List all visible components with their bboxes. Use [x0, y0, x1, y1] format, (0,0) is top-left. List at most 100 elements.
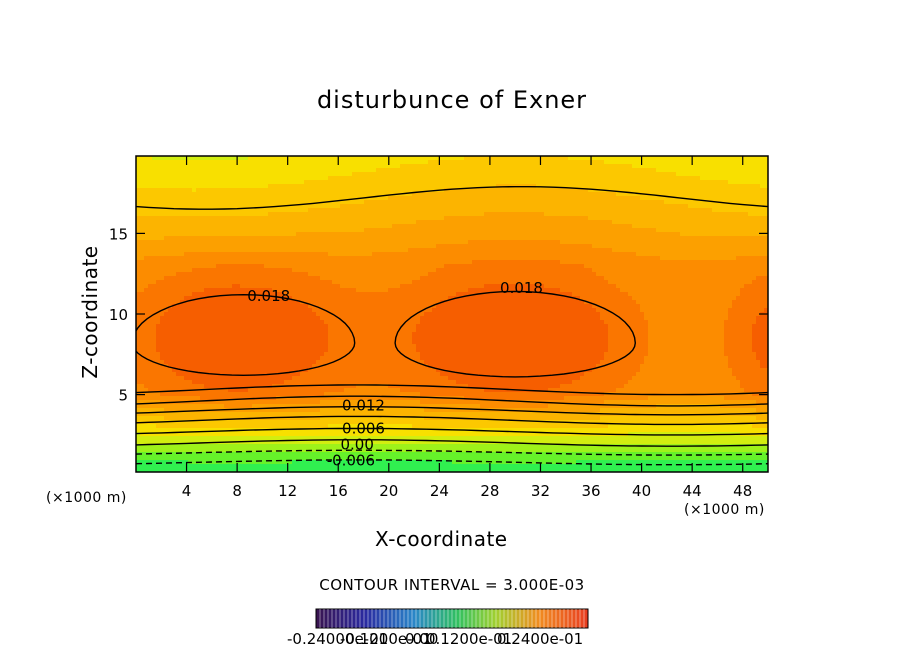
contour-fill-cell	[568, 232, 573, 237]
contour-fill-cell	[608, 156, 613, 161]
contour-fill-cell	[636, 248, 641, 253]
contour-fill-cell	[584, 168, 589, 173]
contour-fill-cell	[672, 232, 677, 237]
contour-fill-cell	[512, 248, 517, 253]
contour-fill-cell	[204, 204, 209, 209]
contour-fill-cell	[368, 236, 373, 241]
contour-fill-cell	[588, 240, 593, 245]
contour-fill-cell	[400, 216, 405, 221]
contour-fill-cell	[340, 204, 345, 209]
contour-fill-cell	[736, 168, 741, 173]
contour-fill-cell	[192, 180, 197, 185]
contour-fill-cell	[668, 184, 673, 189]
contour-fill-cell	[480, 184, 485, 189]
contour-fill-cell	[332, 272, 337, 277]
contour-fill-cell	[504, 232, 509, 237]
contour-fill-cell	[688, 212, 693, 217]
contour-fill-cell	[264, 268, 269, 273]
contour-fill-cell	[408, 272, 413, 277]
contour-fill-cell	[456, 280, 461, 285]
contour-fill-cell	[600, 236, 605, 241]
contour-fill-cell	[212, 244, 217, 249]
contour-fill-cell	[384, 208, 389, 213]
contour-fill-cell	[728, 220, 733, 225]
contour-fill-cell	[624, 276, 629, 281]
contour-fill-cell	[524, 280, 529, 285]
contour-fill-cell	[632, 272, 637, 277]
contour-fill-cell	[492, 232, 497, 237]
contour-fill-cell	[392, 216, 397, 221]
contour-fill-cell	[312, 196, 317, 201]
contour-fill-cell	[648, 272, 653, 277]
contour-fill-cell	[404, 176, 409, 181]
contour-fill-cell	[168, 268, 173, 273]
contour-fill-cell	[648, 220, 653, 225]
contour-fill-cell	[392, 208, 397, 213]
contour-fill-cell	[660, 168, 665, 173]
contour-fill-cell	[468, 280, 473, 285]
contour-fill-cell	[620, 232, 625, 237]
contour-fill-cell	[184, 228, 189, 233]
contour-fill-cell	[220, 184, 225, 189]
contour-fill-cell	[328, 168, 333, 173]
contour-fill-cell	[284, 220, 289, 225]
contour-fill-cell	[416, 208, 421, 213]
contour-fill-cell	[636, 264, 641, 269]
contour-fill-cell	[152, 280, 157, 285]
contour-fill-cell	[424, 224, 429, 229]
contour-fill-cell	[528, 200, 533, 205]
contour-fill-cell	[592, 172, 597, 177]
contour-fill-cell	[168, 216, 173, 221]
contour-fill-cell	[468, 180, 473, 185]
contour-fill-cell	[216, 232, 221, 237]
contour-fill-cell	[688, 260, 693, 265]
contour-fill-cell	[640, 180, 645, 185]
contour-fill-cell	[696, 164, 701, 169]
contour-fill-cell	[428, 276, 433, 281]
contour-fill-cell	[160, 176, 165, 181]
contour-fill-cell	[648, 176, 653, 181]
contour-fill-cell	[652, 204, 657, 209]
contour-fill-cell	[536, 260, 541, 265]
contour-fill-cell	[268, 200, 273, 205]
contour-fill-cell	[536, 180, 541, 185]
contour-fill-cell	[748, 208, 753, 213]
contour-fill-cell	[276, 260, 281, 265]
contour-fill-cell	[748, 256, 753, 261]
contour-fill-cell	[268, 268, 273, 273]
contour-fill-cell	[696, 232, 701, 237]
contour-fill-cell	[396, 240, 401, 245]
contour-fill-cell	[668, 232, 673, 237]
contour-fill-cell	[756, 268, 761, 273]
contour-fill-cell	[196, 188, 201, 193]
contour-fill-cell	[328, 268, 333, 273]
contour-fill-cell	[544, 180, 549, 185]
contour-fill-cell	[348, 244, 353, 249]
contour-fill-cell	[692, 188, 697, 193]
contour-fill-cell	[256, 244, 261, 249]
contour-fill-cell	[328, 248, 333, 253]
contour-fill-cell	[284, 228, 289, 233]
contour-fill-cell	[532, 272, 537, 277]
contour-fill-cell	[400, 212, 405, 217]
contour-fill-cell	[692, 268, 697, 273]
contour-fill-cell	[136, 208, 141, 213]
contour-fill-cell	[296, 164, 301, 169]
contour-fill-cell	[288, 264, 293, 269]
contour-fill-cell	[700, 200, 705, 205]
contour-fill-cell	[696, 184, 701, 189]
contour-fill-cell	[228, 204, 233, 209]
contour-fill-cell	[332, 240, 337, 245]
contour-fill-cell	[424, 272, 429, 277]
contour-fill-cell	[364, 276, 369, 281]
contour-fill-cell	[208, 204, 213, 209]
contour-fill-cell	[504, 156, 509, 161]
contour-fill-cell	[592, 200, 597, 205]
contour-fill-cell	[532, 196, 537, 201]
contour-fill-cell	[228, 200, 233, 205]
contour-fill-cell	[280, 272, 285, 277]
contour-fill-cell	[476, 228, 481, 233]
contour-fill-cell	[712, 184, 717, 189]
contour-fill-cell	[588, 264, 593, 269]
contour-fill-cell	[140, 240, 145, 245]
